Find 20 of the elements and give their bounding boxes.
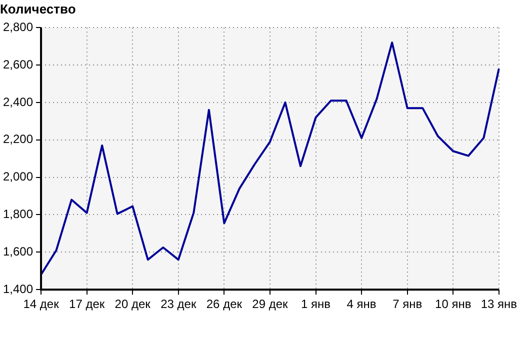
x-tick-label: 29 дек: [252, 297, 289, 312]
x-tick-label: 14 дек: [23, 297, 60, 312]
y-tick-label: 2,800: [3, 20, 34, 34]
y-tick-label: 2,600: [3, 57, 34, 72]
y-tick-label: 1,800: [3, 207, 34, 222]
y-tick-label: 1,600: [3, 244, 34, 258]
y-tick-label: 2,400: [3, 94, 34, 109]
x-tick-label: 20 дек: [114, 297, 152, 312]
x-tick-label: 7 янв: [392, 297, 422, 312]
y-tick-label: 2,000: [3, 170, 34, 184]
x-tick-label: 23 дек: [160, 297, 197, 312]
y-tick-label: 1,400: [3, 282, 34, 296]
y-tick-label: 2,200: [3, 132, 34, 146]
x-tick-label: 4 янв: [346, 297, 376, 312]
x-tick-label: 13 янв: [480, 297, 518, 312]
x-tick-label: 1 янв: [301, 297, 331, 312]
x-tick-label: 26 дек: [206, 297, 243, 312]
chart-title: Количество: [0, 1, 76, 16]
x-tick-label: 17 дек: [69, 297, 106, 312]
x-tick-label: 10 янв: [435, 297, 472, 312]
